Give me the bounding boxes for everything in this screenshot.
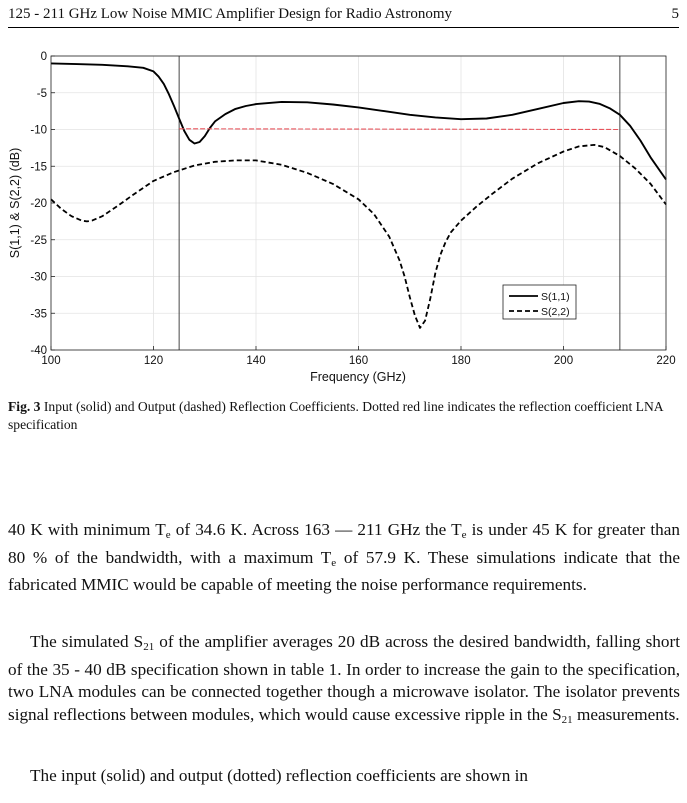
y-tick-label: -5 xyxy=(37,88,47,100)
p2-text-2: of the amplifier averages 20 dB across t… xyxy=(8,632,680,724)
p1-sub-3: e xyxy=(331,556,337,569)
header-rule xyxy=(8,27,679,28)
reflection-coefficient-chart: 100 120 140 160 180 200 220 0 -5 -10 -15 -20 -25 -30… xyxy=(8,51,676,384)
y-axis-label: S(1,1) & S(2,2) (dB) xyxy=(8,148,22,258)
p1-text-4: of 57.9 K. These simulations indicate th… xyxy=(8,547,680,595)
figure-caption: Fig. 3 Input (solid) and Output (dashed)… xyxy=(8,398,680,434)
paragraph-gain: The simulated S21 of the amplifier avera… xyxy=(8,631,680,731)
figure-label: Fig. 3 xyxy=(8,399,41,414)
series-line-spec-limit xyxy=(179,128,620,131)
x-axis-label: Frequency (GHz) xyxy=(310,370,406,384)
figure-caption-text: Input (solid) and Output (dashed) Reflec… xyxy=(8,399,663,432)
legend: S(1,1) S(2,2) xyxy=(502,284,577,320)
x-tick-label: 100 xyxy=(41,355,60,367)
y-tick-label: 0 xyxy=(41,51,47,63)
p1-sub-2: e xyxy=(461,529,467,541)
paragraph-reflection: The input (solid) and output (dotted) re… xyxy=(8,765,680,788)
x-tick-label: 180 xyxy=(451,355,470,367)
running-header-title: 125 - 211 GHz Low Noise MMIC Amplifier D… xyxy=(8,6,452,22)
y-tick-label: -10 xyxy=(30,125,47,137)
x-ticks: 100 120 140 160 180 200 220 xyxy=(41,346,676,367)
y-tick-label: -20 xyxy=(30,198,47,210)
legend-box xyxy=(502,284,577,320)
paragraph-noise-temperature: 40 K with minimum Te of 34.6 K. Across 1… xyxy=(8,519,680,597)
x-tick-label: 120 xyxy=(144,355,163,367)
p2-text-3: measurements. xyxy=(572,704,680,724)
x-tick-label: 200 xyxy=(554,355,573,367)
legend-label-s22: S(2,2) xyxy=(541,306,570,318)
y-tick-label: -30 xyxy=(30,272,47,284)
p2-sub-2: 21 xyxy=(561,713,573,726)
p1-text-2: of 34.6 K. Across 163 — 211 GHz the T xyxy=(170,520,462,539)
series-line-s22 xyxy=(50,144,667,329)
x-tick-label: 160 xyxy=(349,355,368,367)
running-header: 125 - 211 GHz Low Noise MMIC Amplifier D… xyxy=(8,4,679,24)
y-ticks: 0 -5 -10 -15 -20 -25 -30 -35 -40 xyxy=(30,51,55,357)
p2-sub-1: 21 xyxy=(143,641,155,653)
p1-sub-1: e xyxy=(165,529,171,541)
y-tick-label: -35 xyxy=(30,308,47,320)
series-group xyxy=(50,62,667,329)
legend-label-s11: S(1,1) xyxy=(541,291,570,303)
x-tick-label: 140 xyxy=(246,355,265,367)
p3-text-1: The input (solid) and output (dotted) re… xyxy=(30,766,528,785)
y-tick-label: -15 xyxy=(30,161,47,173)
p1-text-3: is under 45 K for greater than 80 % of t… xyxy=(8,520,680,567)
p1-text-1: 40 K with minimum T xyxy=(8,520,166,539)
band-edge-lines xyxy=(178,56,621,350)
p2-text-1: The simulated S xyxy=(30,632,144,651)
page-number: 5 xyxy=(671,6,680,22)
series-line-s11 xyxy=(50,62,667,181)
y-tick-label: -25 xyxy=(30,235,47,247)
x-tick-label: 220 xyxy=(656,355,675,367)
y-tick-label: -40 xyxy=(30,345,47,357)
